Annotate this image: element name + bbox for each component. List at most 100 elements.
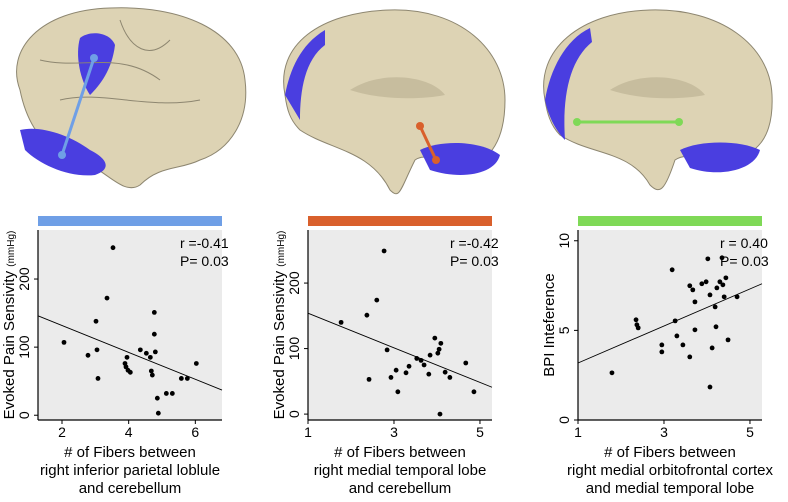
point — [436, 346, 442, 352]
x-tick-label: 1 — [304, 424, 312, 440]
point — [95, 376, 101, 381]
point — [154, 395, 160, 401]
point — [421, 362, 427, 368]
x-tick-label: 3 — [390, 424, 398, 440]
point — [725, 337, 731, 343]
point — [723, 275, 729, 281]
point — [155, 410, 161, 416]
x-axis-label: # of Fibers between — [64, 444, 196, 461]
point — [463, 360, 469, 366]
point — [721, 294, 727, 300]
point — [633, 317, 639, 323]
x-axis-label: and medial temporal lobe — [586, 480, 754, 497]
point — [672, 318, 678, 324]
point — [147, 354, 153, 360]
y-axis-label-text: BPI Inteference — [541, 273, 558, 376]
point — [93, 318, 99, 324]
point — [687, 283, 693, 289]
point — [690, 287, 696, 293]
point — [692, 299, 698, 305]
point — [442, 369, 448, 375]
y-axis-label: BPI Inteference — [541, 273, 558, 376]
y-axis-label: Evoked Pain Sensivity (mmHg) — [1, 231, 18, 420]
point — [137, 347, 143, 353]
y-tick-label: 0 — [16, 411, 32, 419]
point — [426, 371, 432, 377]
point — [148, 368, 154, 374]
y-tick-label: 0 — [556, 416, 572, 424]
point — [163, 391, 169, 396]
point — [403, 370, 409, 376]
brain-medial-1 — [283, 9, 506, 195]
point — [193, 361, 199, 366]
brain-images — [16, 7, 773, 195]
point — [432, 335, 438, 341]
stat-annotation: r = 0.40 — [720, 235, 768, 251]
point — [692, 327, 698, 333]
point — [149, 372, 155, 378]
y-axis-label: Evoked Pain Sensivity (mmHg) — [271, 231, 288, 420]
point — [717, 279, 723, 285]
point — [110, 245, 116, 251]
point — [338, 319, 344, 325]
y-tick-label: 100 — [16, 335, 32, 359]
point — [699, 281, 705, 287]
fit-line — [307, 312, 493, 388]
point — [705, 256, 711, 262]
y-tick-label: 200 — [286, 271, 302, 295]
point — [85, 352, 91, 358]
point — [703, 279, 709, 285]
plot-background — [308, 230, 492, 420]
stat-annotation: P= 0.03 — [720, 253, 769, 269]
x-tick-label: 4 — [125, 424, 133, 440]
color-bar — [308, 216, 492, 226]
x-axis-label: # of Fibers between — [604, 444, 736, 461]
color-bar — [578, 216, 762, 226]
point — [94, 347, 100, 353]
point — [366, 376, 372, 382]
point — [151, 331, 157, 337]
point — [178, 376, 184, 381]
point — [169, 391, 175, 396]
x-axis-label: right medial temporal lobe — [314, 462, 487, 479]
point — [427, 352, 433, 358]
point — [435, 350, 441, 356]
stat-annotation: r =-0.42 — [450, 235, 499, 251]
fit-line — [37, 315, 223, 391]
point — [414, 356, 420, 361]
point — [152, 349, 158, 355]
plot-background — [578, 230, 762, 420]
point — [438, 340, 444, 346]
point — [713, 324, 719, 330]
point — [635, 325, 641, 331]
x-tick-label: 1 — [574, 424, 582, 440]
point — [418, 357, 424, 363]
point — [104, 295, 110, 301]
point — [734, 294, 740, 300]
point — [127, 369, 133, 375]
point — [674, 333, 680, 339]
brain-lateral — [16, 7, 247, 189]
y-axis-label-unit: (mmHg) — [276, 231, 287, 267]
plot-background — [38, 230, 222, 420]
point — [687, 354, 693, 360]
point — [184, 376, 190, 381]
point — [406, 363, 412, 369]
color-bar — [38, 216, 222, 226]
x-tick-label: 3 — [660, 424, 668, 440]
y-tick-label: 5 — [556, 326, 572, 334]
point — [364, 312, 370, 318]
point — [609, 370, 615, 376]
point — [659, 349, 665, 355]
point — [712, 304, 718, 310]
point — [714, 285, 720, 291]
y-tick-label: 10 — [556, 233, 572, 249]
point — [720, 282, 726, 288]
point — [471, 389, 477, 395]
point — [709, 345, 715, 351]
point — [374, 297, 380, 303]
y-axis-label-text: Evoked Pain Sensivity — [271, 270, 288, 419]
point — [447, 375, 453, 380]
x-axis-label: # of Fibers between — [334, 444, 466, 461]
